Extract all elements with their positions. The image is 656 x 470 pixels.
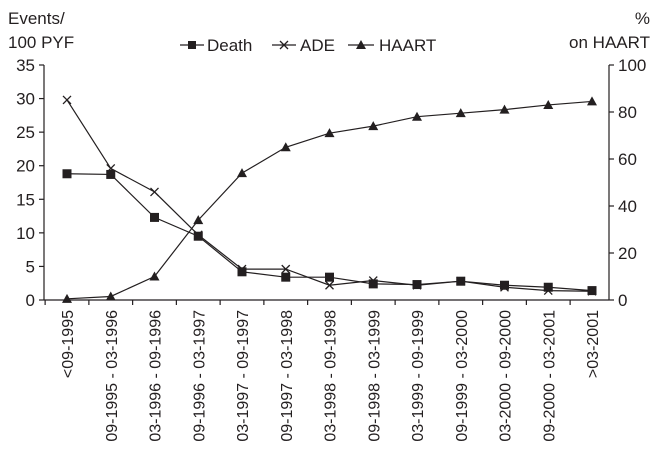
y-left-tick-label: 5: [26, 257, 35, 276]
legend-item-death: Death: [180, 36, 252, 55]
x-tick-label: 09-1997 - 03-1998: [279, 310, 296, 442]
y-left-tick-label: 10: [16, 224, 35, 243]
point-death: [368, 279, 378, 289]
point-ade: [237, 264, 247, 274]
y-right-tick-label: 0: [618, 291, 627, 310]
y-left-tick-label: 0: [26, 291, 35, 310]
point-death: [150, 212, 159, 222]
y-right-tick-label: 100: [618, 56, 646, 75]
x-tick-label: 03-1999 - 09-1999: [410, 310, 427, 442]
point-ade: [150, 187, 159, 197]
series-layer: [62, 95, 597, 303]
point-haart: [237, 168, 247, 178]
x-tick-label: 03-1998 - 09-1998: [323, 310, 340, 442]
point-ade: [325, 280, 334, 290]
y-left-label-line1: Events/: [8, 9, 65, 28]
point-haart: [543, 99, 554, 109]
point-death: [543, 282, 553, 292]
legend-haart-marker: [356, 40, 366, 49]
y-right-ticks: 0 20 40 60 80 100: [609, 56, 646, 310]
point-ade: [587, 286, 597, 296]
legend-haart-label: HAART: [379, 36, 436, 55]
point-haart: [412, 111, 422, 121]
x-tick-label: 03-2000 - 09-2000: [498, 310, 515, 442]
x-tick-label: 09-1999 - 03-2000: [454, 310, 471, 442]
point-ade: [106, 163, 116, 173]
point-haart: [324, 128, 335, 138]
point-haart: [105, 291, 116, 301]
point-haart: [149, 271, 160, 281]
legend-death-marker: [188, 41, 196, 49]
point-haart: [455, 108, 466, 118]
y-right-label-line2: on HAART: [569, 33, 650, 52]
x-tick-label: 09-1995 - 03-1996: [104, 310, 121, 442]
point-ade: [412, 280, 422, 290]
point-death: [193, 231, 203, 241]
x-tick-label: 09-1998 - 03-1999: [366, 310, 383, 442]
y-right-label-line1: %: [635, 9, 650, 28]
point-death: [106, 169, 116, 179]
y-left-ticks: 0 5 10 15 20 25 30 35: [16, 56, 44, 310]
x-tick-labels: <09-1995 09-1995 - 03-1996 03-1996 - 09-19…: [60, 310, 602, 442]
point-haart: [587, 96, 597, 106]
legend-ade-marker: [279, 40, 289, 50]
point-death: [281, 272, 291, 282]
x-ticks: [44, 300, 571, 305]
point-death: [62, 169, 72, 179]
point-ade: [281, 264, 291, 274]
legend: Death ADE HAART: [180, 36, 436, 55]
point-death: [500, 280, 509, 290]
point-haart: [368, 121, 379, 131]
legend-item-ade: ADE: [272, 36, 335, 55]
point-ade: [543, 286, 553, 296]
point-ade: [500, 282, 509, 292]
point-ade: [368, 276, 378, 285]
point-haart: [280, 142, 291, 152]
point-ade: [193, 230, 203, 240]
y-right-tick-label: 40: [618, 197, 637, 216]
point-death: [237, 267, 247, 277]
point-ade: [62, 95, 72, 105]
y-left-tick-label: 30: [16, 90, 35, 109]
legend-death-label: Death: [207, 36, 252, 55]
x-tick-label: <09-1995: [60, 310, 77, 378]
y-left-tick-label: 15: [16, 190, 35, 209]
x-tick-label: 03-1996 - 09-1996: [148, 310, 165, 442]
y-left-tick-label: 20: [16, 157, 35, 176]
point-haart: [499, 104, 510, 114]
y-right-tick-label: 80: [618, 103, 637, 122]
legend-item-haart: HAART: [348, 36, 436, 55]
point-death: [325, 272, 334, 282]
y-left-tick-label: 25: [16, 123, 35, 142]
y-left-label-line2: 100 PYF: [8, 33, 74, 52]
y-right-tick-label: 60: [618, 150, 637, 169]
x-tick-label: 03-1997 - 09-1997: [235, 310, 252, 442]
x-tick-label: >03-2001: [585, 310, 602, 378]
legend-ade-label: ADE: [300, 36, 335, 55]
x-tick-label: 09-2000 - 03-2001: [541, 310, 558, 442]
point-haart: [193, 215, 204, 225]
y-left-tick-label: 35: [16, 56, 35, 75]
point-ade: [456, 276, 466, 286]
y-right-tick-label: 20: [618, 244, 637, 263]
x-tick-label: 09-1996 - 03-1997: [191, 310, 208, 442]
point-haart: [62, 293, 72, 303]
